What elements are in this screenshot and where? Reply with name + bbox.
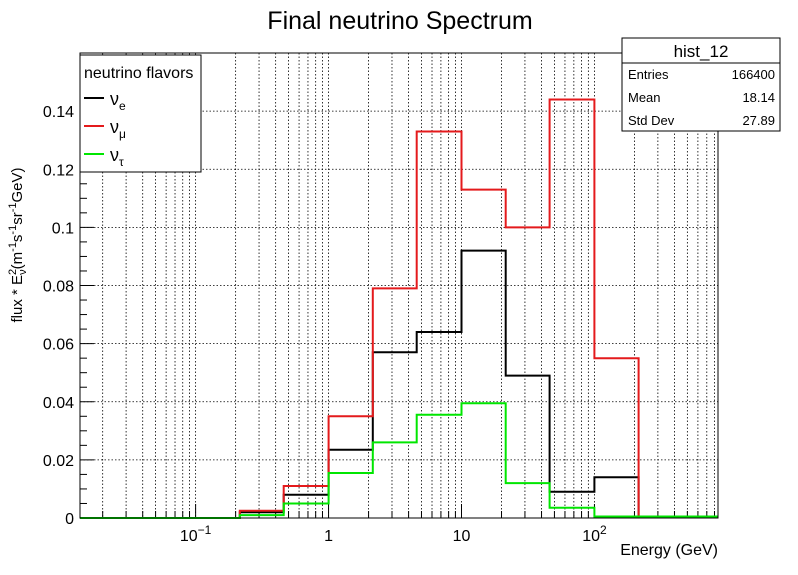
legend-entry-symbol: ν (110, 145, 119, 165)
y-label-p3: -1 (7, 203, 19, 213)
stats-row-value: 18.14 (742, 90, 775, 105)
x-axis-label: Energy (GeV) (620, 542, 718, 559)
stats-row-label: Mean (628, 90, 661, 105)
y-label-p2: -1 (7, 225, 19, 235)
y-tick-labels: 0 0.02 0.04 0.06 0.08 0.1 0.12 0.14 (43, 104, 74, 528)
x-tick-label-base: 10 (582, 528, 600, 545)
stats-row-label: Entries (628, 67, 669, 82)
legend-entry-sub: τ (119, 155, 124, 169)
stats-row-value: 27.89 (742, 113, 775, 128)
legend-entry-label: ντ (110, 145, 124, 169)
y-label-sup: 2 (7, 269, 19, 275)
stats-frame (621, 37, 781, 132)
plot-frame (79, 52, 719, 519)
legend-entry-label: νe (110, 89, 126, 113)
y-tick-label: 0.08 (43, 279, 74, 296)
x-tick-labels: 10−1 1 10 102 (180, 523, 607, 545)
y-label-p1: -1 (7, 242, 19, 252)
legend-entry-symbol: ν (110, 117, 119, 137)
minor-ticks (80, 52, 715, 519)
legend-entry-label: νμ (110, 117, 126, 141)
y-tick-label: 0.02 (43, 453, 74, 470)
y-tick-label: 0.04 (43, 395, 74, 412)
stats-row-label: Std Dev (628, 113, 675, 128)
y-label-sr: sr (9, 212, 26, 225)
y-label-gev: GeV) (9, 167, 26, 202)
stats-name: hist_12 (674, 42, 729, 61)
y-tick-label: 0.06 (43, 337, 74, 354)
y-tick-label: 0.1 (52, 220, 74, 237)
x-tick-label-base: 10 (180, 528, 198, 545)
y-tick-label: 0.12 (43, 162, 74, 179)
x-tick-label: 1 (324, 528, 333, 545)
x-tick-label: 10−1 (180, 523, 212, 545)
stats-row-value: 166400 (732, 67, 775, 82)
x-tick-label: 10 (453, 528, 471, 545)
x-tick-label: 102 (582, 523, 607, 545)
y-label-rest: (m (9, 252, 26, 270)
stats-rows: Entries 166400 Mean 18.14 Std Dev 27.89 (628, 67, 775, 128)
stats-box: hist_12 Entries 166400 Mean 18.14 Std Dev 27.… (621, 37, 781, 132)
legend-entry-sub: e (119, 99, 126, 113)
y-axis-label: flux * E2ν(m-1s-1sr-1GeV) (7, 167, 29, 322)
y-tick-label: 0 (65, 511, 74, 528)
x-tick-label-exp: 2 (600, 523, 607, 537)
legend-entry-symbol: ν (110, 89, 119, 109)
legend-entry-sub: μ (119, 127, 126, 141)
chart-title: Final neutrino Spectrum (267, 7, 532, 35)
legend-box (79, 54, 202, 173)
y-label-base: flux * E (9, 275, 26, 323)
legend-title: neutrino flavors (84, 65, 193, 82)
y-label-sub: ν (17, 269, 29, 275)
x-tick-label-exp: −1 (198, 523, 212, 537)
y-tick-label: 0.14 (43, 104, 74, 121)
y-label-s: s (9, 235, 26, 243)
